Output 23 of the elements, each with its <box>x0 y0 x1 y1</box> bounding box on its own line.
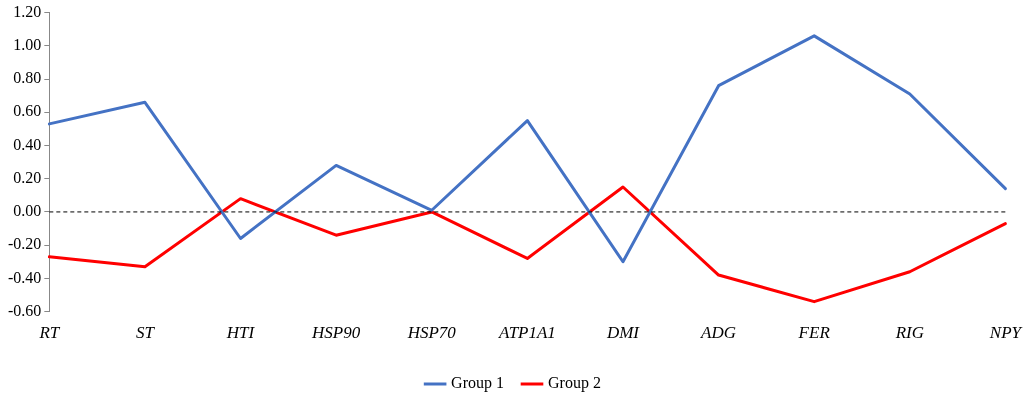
legend-label: Group 1 <box>451 374 505 393</box>
x-tick-label: HSP70 <box>406 323 457 343</box>
y-tick-label: 0.40 <box>13 135 42 153</box>
y-tick-label: -0.20 <box>8 235 42 253</box>
y-tick-label: 0.20 <box>13 168 42 186</box>
x-tick-label: RT <box>38 323 61 343</box>
x-tick-label: ATP1A1 <box>497 323 556 343</box>
x-tick-label: ADG <box>700 323 737 343</box>
y-tick-label: 0.00 <box>13 202 42 220</box>
y-tick-label: 0.60 <box>13 102 42 120</box>
x-tick-label: ST <box>135 323 156 343</box>
legend-label: Group 2 <box>548 374 601 393</box>
x-tick-label: RIG <box>894 323 924 343</box>
x-tick-label: NPY <box>988 323 1023 343</box>
y-tick-label: -0.40 <box>8 268 42 286</box>
x-tick-label: FER <box>797 323 831 343</box>
y-tick-label: 1.20 <box>13 2 42 20</box>
y-tick-label: -0.60 <box>8 301 42 319</box>
y-tick-label: 0.80 <box>13 69 42 87</box>
x-tick-label: DMI <box>605 323 641 343</box>
y-tick-label: 1.00 <box>13 36 42 54</box>
x-tick-label: HTI <box>225 323 256 343</box>
x-tick-label: HSP90 <box>311 323 361 343</box>
